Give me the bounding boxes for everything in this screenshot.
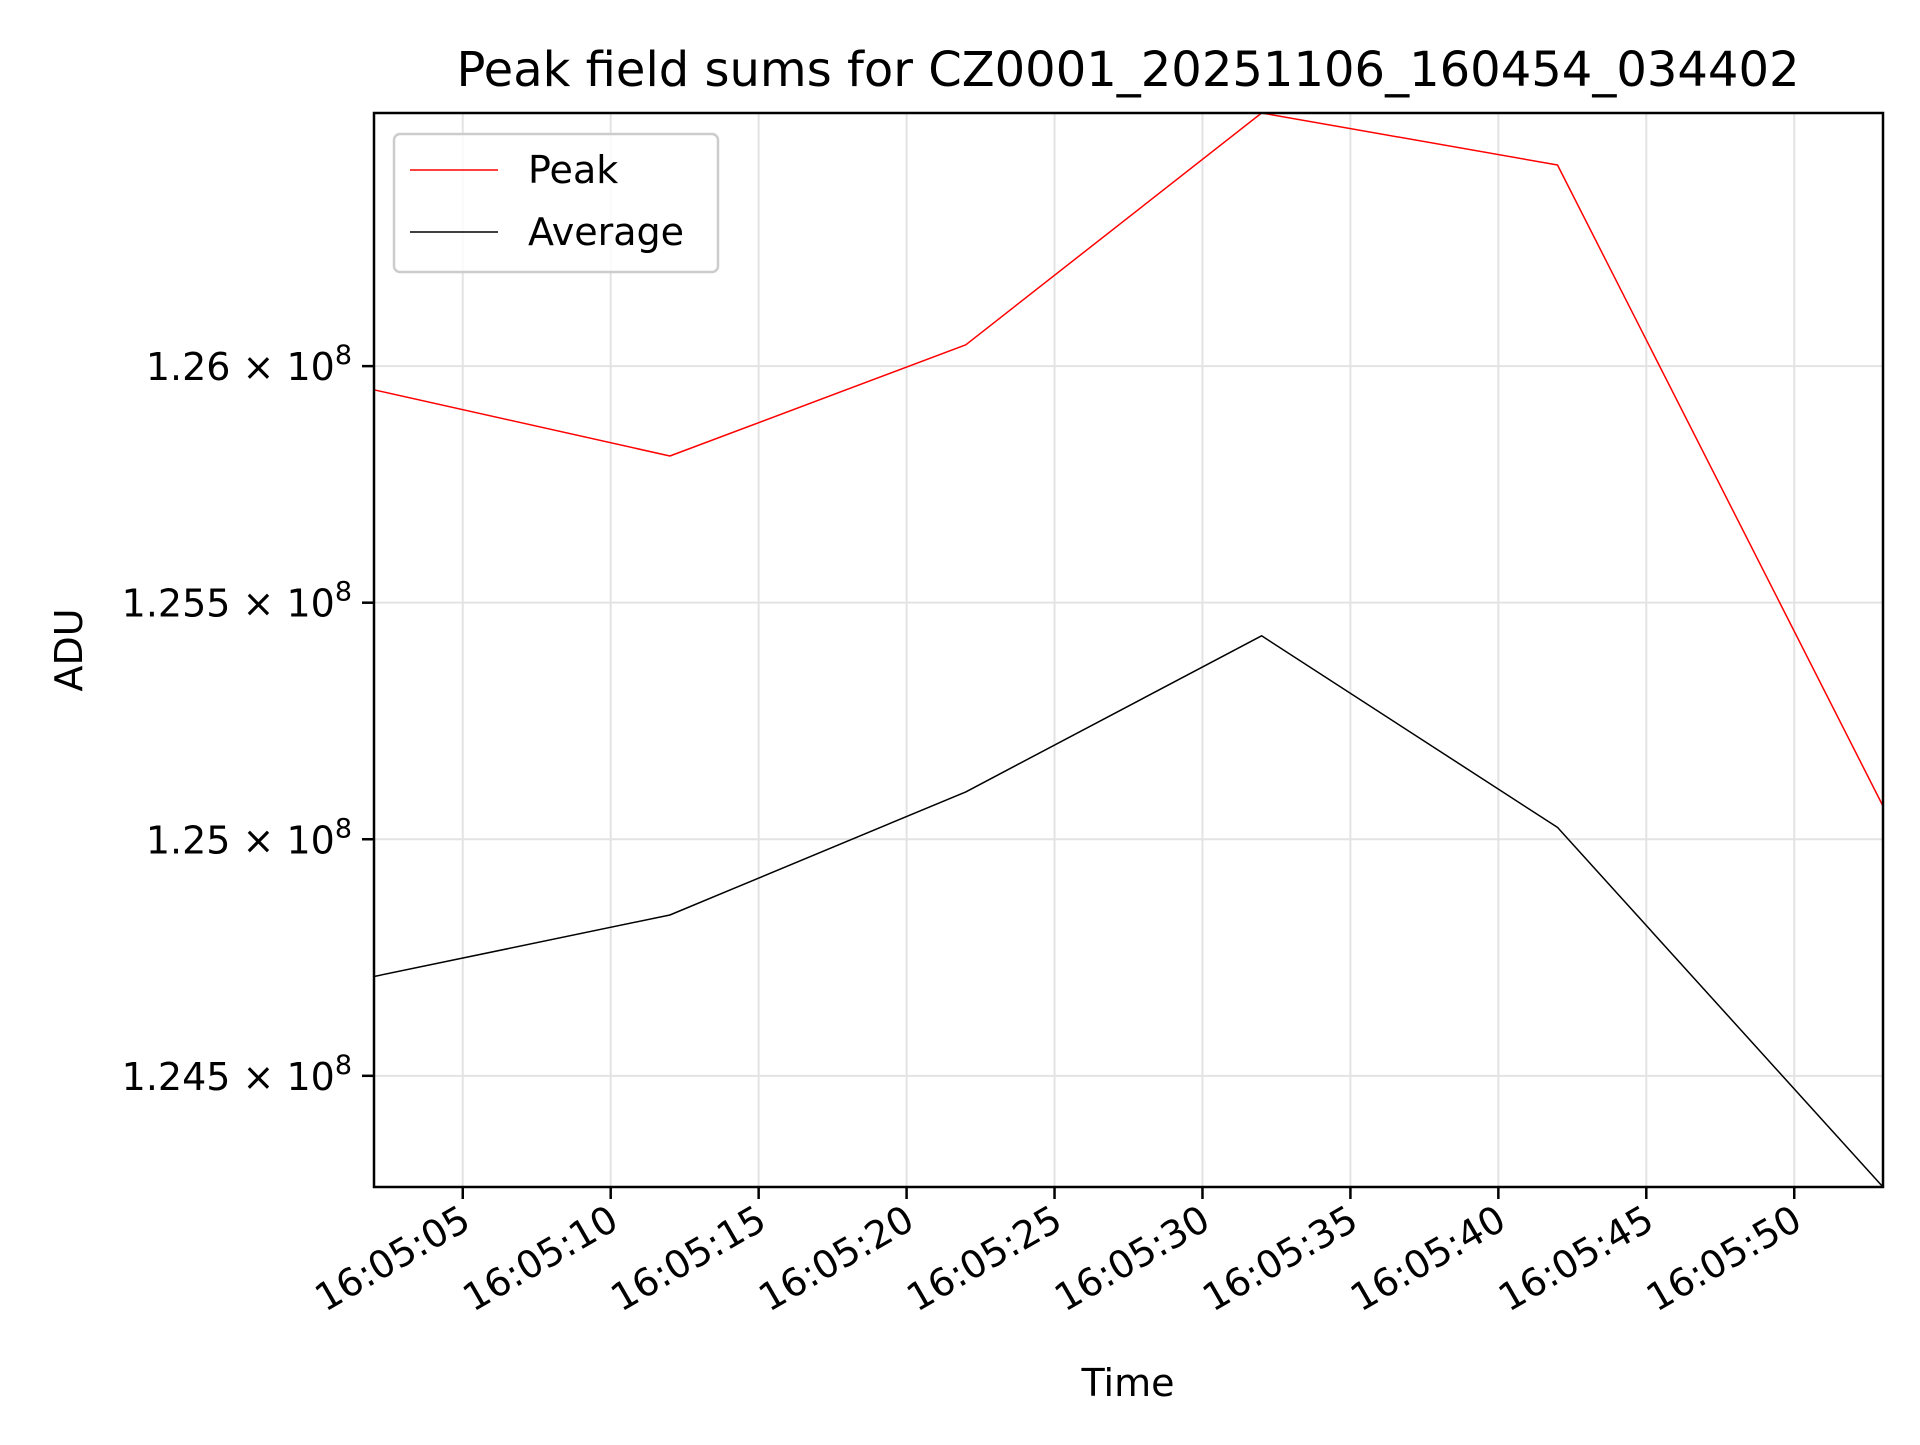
y-tick-label: 1.255 × 108 xyxy=(122,577,352,626)
x-axis-label: Time xyxy=(1081,1361,1175,1405)
chart-title: Peak field sums for CZ0001_20251106_1604… xyxy=(456,42,1799,98)
y-tick-label: 1.245 × 108 xyxy=(122,1050,352,1099)
series-line-peak xyxy=(373,112,1884,807)
plot-frame xyxy=(372,111,1885,1189)
series-layer xyxy=(373,112,1884,1188)
legend-label-average: Average xyxy=(528,210,684,254)
y-tick-label: 1.26 × 108 xyxy=(146,340,352,389)
legend-label-peak: Peak xyxy=(528,148,618,192)
series-line-average xyxy=(373,635,1884,1188)
legend: Peak Average xyxy=(392,132,720,274)
y-axis-ticks: 1.245 × 108 1.25 × 108 1.255 × 108 1.26 × 1… xyxy=(122,340,374,1099)
legend-frame xyxy=(392,132,720,274)
grid xyxy=(374,113,1883,1187)
y-tick-label: 1.25 × 108 xyxy=(146,813,352,862)
y-axis-label: ADU xyxy=(47,608,91,691)
